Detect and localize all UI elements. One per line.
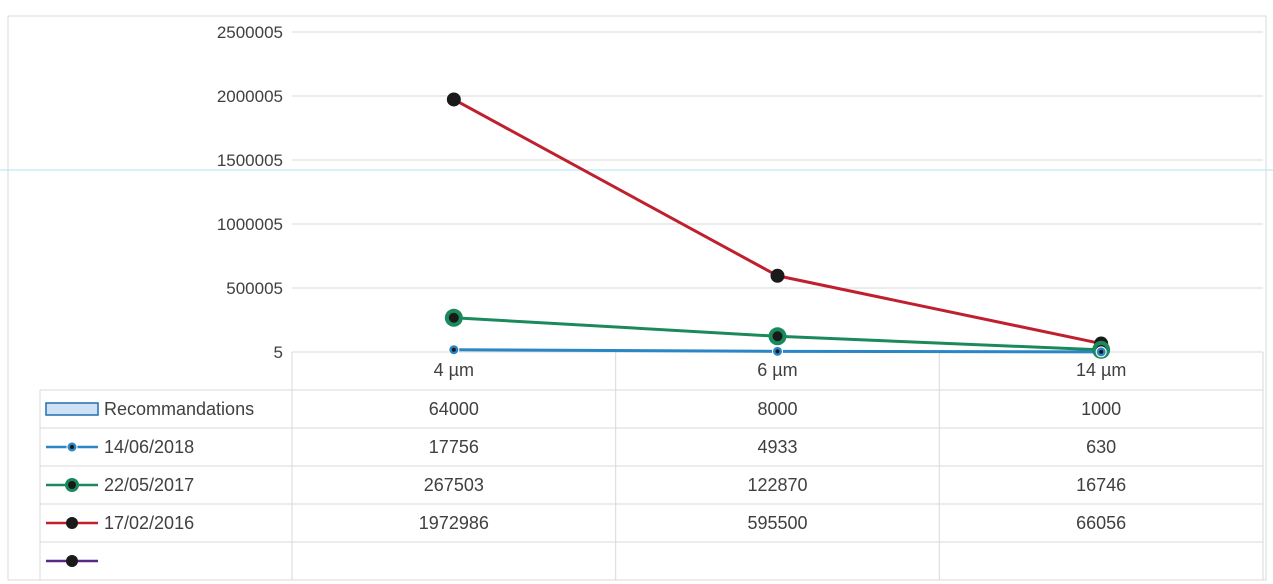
data-point <box>446 92 461 107</box>
table-cell-value: 122870 <box>747 475 807 495</box>
y-tick-label: 2500005 <box>217 23 283 42</box>
legend-label: 22/05/2017 <box>104 475 194 495</box>
y-tick-label: 2000005 <box>217 87 283 106</box>
legend-label: 17/02/2016 <box>104 513 194 533</box>
table-cell-value: 595500 <box>747 513 807 533</box>
table-cell-value: 630 <box>1086 437 1116 457</box>
y-tick-label: 1500005 <box>217 151 283 170</box>
y-tick-label: 5 <box>274 343 283 362</box>
x-axis-labels: 4 µm 6 µm 14 µm <box>434 360 1127 380</box>
data-point <box>770 268 785 283</box>
legend-label: 14/06/2018 <box>104 437 194 457</box>
chart-area <box>7 15 1267 581</box>
table-cell-value: 64000 <box>429 399 479 419</box>
series-points <box>444 92 1111 359</box>
data-point-center <box>451 347 456 352</box>
data-point-center <box>772 331 783 342</box>
data-point-center <box>1099 349 1104 354</box>
legend-key-marker <box>68 481 76 489</box>
x-category-label: 6 µm <box>757 360 797 380</box>
legend-key-marker <box>66 555 78 567</box>
y-tick-label: 500005 <box>226 279 283 298</box>
x-category-label: 4 µm <box>434 360 474 380</box>
table-cell-value: 1000 <box>1081 399 1121 419</box>
table-cell-value: 17756 <box>429 437 479 457</box>
table-cell-value: 267503 <box>424 475 484 495</box>
table-cell-value: 1972986 <box>419 513 489 533</box>
table-cell-value: 66056 <box>1076 513 1126 533</box>
x-category-label: 14 µm <box>1076 360 1126 380</box>
y-tick-label: 1000005 <box>217 215 283 234</box>
data-point-center <box>775 349 780 354</box>
legend-key-marker <box>66 517 78 529</box>
data-table: Recommandations 64000 8000 1000 14/06/2018 17… <box>39 351 1264 581</box>
legend-key-marker <box>70 445 74 449</box>
y-axis: 2500005 2000005 1500005 1000005 500005 5 <box>217 23 283 362</box>
table-cell-value: 8000 <box>757 399 797 419</box>
legend-key-bar <box>45 402 99 416</box>
table-cell-value: 4933 <box>757 437 797 457</box>
legend-label: Recommandations <box>104 399 254 419</box>
table-cell-value: 16746 <box>1076 475 1126 495</box>
data-point-center <box>448 312 459 323</box>
